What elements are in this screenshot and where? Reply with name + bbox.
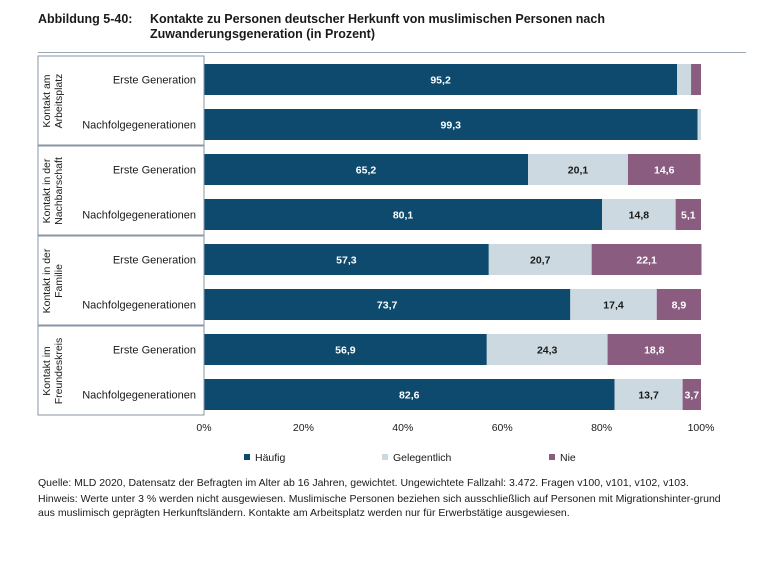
data-label: 17,4 (603, 300, 624, 312)
x-tick-label: 100% (688, 422, 715, 434)
data-label: 20,7 (530, 255, 551, 267)
bar-segment (204, 379, 615, 410)
bar-segment (204, 154, 529, 185)
data-label: 13,7 (638, 390, 659, 402)
data-label: 65,2 (356, 165, 377, 177)
title-rule (38, 52, 746, 53)
group-label-line: Kontakt in der (41, 158, 53, 223)
group-label-line: Kontakt im (41, 346, 53, 396)
figure-label: Abbildung 5-40: (38, 12, 133, 26)
data-label: 80,1 (393, 210, 414, 222)
bar-segment (675, 199, 701, 230)
row-label: Nachfolgegenerationen (82, 120, 196, 132)
group-label-line: Kontakt am (41, 74, 53, 127)
x-tick-label: 80% (591, 422, 612, 434)
source-note: Quelle: MLD 2020, Datensatz der Befragte… (38, 477, 689, 489)
legend-swatch-haeufig (244, 454, 250, 461)
legend-item-nie: Nie (549, 452, 576, 464)
data-label: 22,1 (636, 255, 657, 267)
legend-item-haeufig: Häufig (244, 452, 285, 464)
bar-segment (656, 289, 701, 320)
bar-segment (627, 154, 701, 185)
data-label: 18,8 (644, 345, 665, 357)
data-label: 95,2 (430, 75, 451, 87)
bar-segment (488, 244, 592, 275)
data-label: 14,8 (629, 210, 650, 222)
figure-title-text: Kontakte zu Personen deutscher Herkunft … (150, 12, 605, 41)
bar-segment (614, 379, 683, 410)
bar-segment (204, 64, 678, 95)
footnotes: Quelle: MLD 2020, Datensatz der Befragte… (38, 476, 738, 522)
bar-segment (591, 244, 702, 275)
legend-label-nie: Nie (560, 452, 576, 464)
row-label: Erste Generation (113, 255, 196, 267)
group-label: Kontakt in derFamilie (41, 248, 65, 313)
row-label: Erste Generation (113, 165, 196, 177)
data-label: 73,7 (377, 300, 398, 312)
group-label: Kontakt imFreundeskreis (41, 338, 65, 405)
legend-item-gelegentlich: Gelegentlich (382, 452, 451, 464)
group-label-line: Kontakt in der (41, 248, 53, 313)
x-tick-label: 20% (293, 422, 314, 434)
bar-segment (204, 199, 603, 230)
bar-segment (204, 244, 489, 275)
bar-segment (528, 154, 628, 185)
bar-segment (204, 334, 487, 365)
data-label: 20,1 (568, 165, 589, 177)
data-label: 3,7 (685, 390, 700, 402)
legend-label-haeufig: Häufig (255, 452, 286, 464)
data-label: 5,1 (681, 210, 696, 222)
bar-segment (607, 334, 701, 365)
group-label-line: Freundeskreis (53, 338, 65, 405)
x-tick-label: 60% (492, 422, 513, 434)
bar-segment (602, 199, 676, 230)
data-label: 56,9 (335, 345, 356, 357)
legend-label-gelegentlich: Gelegentlich (393, 452, 452, 464)
bar-segment (697, 109, 701, 140)
group-label-line: Familie (53, 264, 65, 298)
bar-segment (677, 64, 692, 95)
legend-swatch-gelegentlich (382, 454, 388, 461)
bar-segment (204, 109, 698, 140)
row-label: Nachfolgegenerationen (82, 210, 196, 222)
group-label-line: Nachbarschaft (53, 157, 65, 225)
x-tick-label: 0% (196, 422, 211, 434)
group-label: Kontakt in derNachbarschaft (41, 157, 65, 225)
data-label: 8,9 (672, 300, 687, 312)
row-label: Erste Generation (113, 345, 196, 357)
bar-segment (204, 289, 571, 320)
hint-note: Hinweis: Werte unter 3 % werden nicht au… (38, 493, 721, 519)
group-label-line: Arbeitsplatz (53, 74, 65, 129)
data-label: 82,6 (399, 390, 420, 402)
bar-segment (570, 289, 657, 320)
stacked-bar-chart: Kontakt amArbeitsplatz Erste Generation 95… (37, 55, 715, 434)
x-tick-label: 40% (392, 422, 413, 434)
data-label: 57,3 (336, 255, 357, 267)
group-label: Kontakt amArbeitsplatz (41, 74, 65, 129)
row-label: Nachfolgegenerationen (82, 300, 196, 312)
legend-swatch-nie (549, 454, 555, 461)
bar-segment (486, 334, 608, 365)
bar-segment (682, 379, 701, 410)
bar-segment (691, 64, 701, 95)
data-label: 99,3 (441, 120, 462, 132)
data-label: 24,3 (537, 345, 558, 357)
data-label: 14,6 (654, 165, 675, 177)
row-label: Erste Generation (113, 75, 196, 87)
row-label: Nachfolgegenerationen (82, 390, 196, 402)
